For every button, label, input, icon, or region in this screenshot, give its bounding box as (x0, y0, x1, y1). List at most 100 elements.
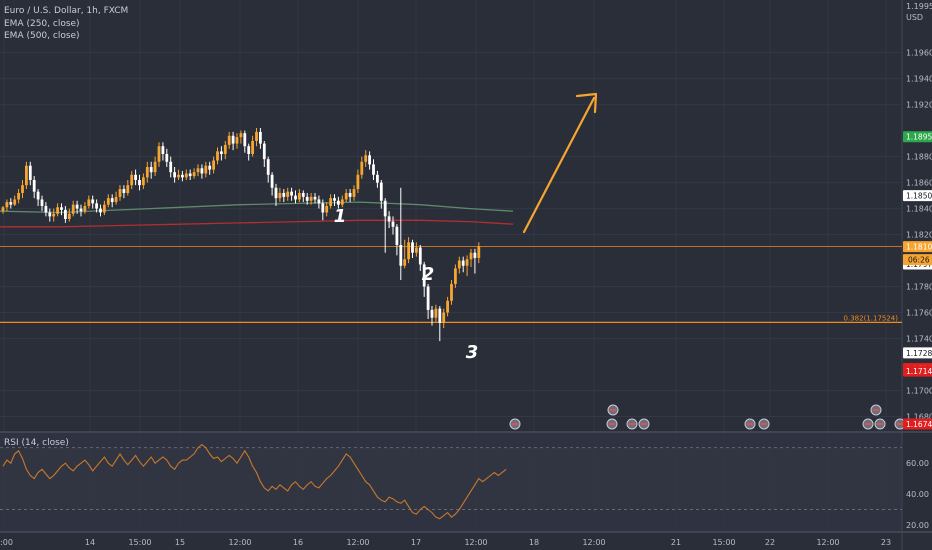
candle[interactable] (87, 195, 91, 209)
candle[interactable] (340, 195, 344, 208)
rsi-line[interactable] (2, 443, 507, 520)
candle[interactable] (321, 199, 325, 221)
candle[interactable] (407, 237, 410, 264)
candle[interactable] (118, 185, 122, 201)
candle[interactable] (188, 169, 192, 180)
price-marker[interactable]: 1.18953 (903, 131, 932, 143)
candle[interactable] (298, 189, 301, 203)
candle[interactable] (391, 216, 395, 235)
candle[interactable] (243, 130, 247, 153)
candle[interactable] (446, 296, 449, 317)
candle[interactable] (196, 164, 200, 177)
candle[interactable] (71, 200, 75, 217)
candle[interactable] (364, 150, 368, 167)
candle[interactable] (247, 143, 251, 161)
candle[interactable] (208, 161, 212, 175)
candle[interactable] (344, 189, 348, 203)
candle[interactable] (32, 176, 36, 199)
projection-arrow[interactable] (522, 92, 598, 234)
candle[interactable] (91, 195, 95, 209)
candle[interactable] (430, 306, 434, 326)
candle[interactable] (309, 192, 313, 205)
candle[interactable] (177, 169, 180, 180)
candle[interactable] (376, 170, 379, 188)
candle[interactable] (5, 199, 9, 212)
candle[interactable] (79, 204, 83, 217)
candle[interactable] (457, 256, 461, 274)
candle[interactable] (255, 128, 258, 147)
candle[interactable] (262, 141, 266, 167)
candle[interactable] (239, 130, 243, 144)
candle[interactable] (329, 194, 332, 209)
candle[interactable] (274, 183, 278, 206)
candle[interactable] (28, 161, 32, 186)
candle[interactable] (333, 194, 336, 206)
candle[interactable] (204, 161, 208, 178)
candle[interactable] (290, 187, 293, 201)
candle[interactable] (40, 195, 44, 212)
symbol-legend[interactable]: Euro / U.S. Dollar, 1h, FXCM (4, 6, 129, 16)
candle[interactable] (348, 189, 352, 203)
price-marker[interactable]: 1.17289 (903, 347, 932, 359)
candle[interactable] (220, 146, 223, 161)
candle[interactable] (114, 191, 118, 205)
candle[interactable] (301, 190, 305, 203)
candle[interactable] (134, 169, 137, 186)
candle[interactable] (317, 195, 321, 209)
candle[interactable] (461, 256, 465, 273)
candle[interactable] (360, 156, 364, 179)
candle[interactable] (184, 169, 188, 180)
candle[interactable] (169, 156, 173, 178)
candle[interactable] (352, 185, 356, 201)
candle[interactable] (403, 239, 407, 269)
candle[interactable] (9, 198, 13, 209)
candle[interactable] (223, 141, 227, 160)
price-marker[interactable]: 1.17149 (903, 365, 932, 377)
candle[interactable] (286, 187, 290, 201)
candle[interactable] (438, 306, 442, 342)
candle[interactable] (305, 192, 309, 205)
candle[interactable] (399, 187, 403, 281)
candle[interactable] (313, 192, 317, 204)
candle[interactable] (477, 242, 481, 264)
candle[interactable] (235, 133, 239, 149)
candle[interactable] (165, 148, 169, 167)
candle[interactable] (259, 128, 262, 149)
candle[interactable] (122, 185, 126, 199)
candle[interactable] (434, 304, 438, 322)
candle[interactable] (383, 198, 387, 253)
candle[interactable] (368, 151, 371, 170)
candle[interactable] (142, 173, 145, 190)
candle[interactable] (422, 261, 426, 297)
candle[interactable] (181, 170, 184, 182)
candle[interactable] (106, 194, 110, 208)
candle[interactable] (36, 189, 40, 206)
candle[interactable] (216, 147, 219, 165)
candle[interactable] (418, 244, 422, 271)
candle[interactable] (99, 204, 102, 217)
candle[interactable] (1, 205, 5, 214)
candle[interactable] (17, 189, 20, 204)
candle[interactable] (411, 239, 414, 258)
candle[interactable] (161, 142, 165, 161)
candle[interactable] (83, 202, 87, 214)
candle[interactable] (13, 195, 17, 206)
rsi-legend[interactable]: RSI (14, close) (4, 438, 69, 448)
candle[interactable] (473, 248, 477, 274)
candle[interactable] (44, 202, 48, 217)
candle[interactable] (67, 208, 71, 222)
candle[interactable] (372, 159, 375, 180)
candle[interactable] (465, 255, 469, 277)
candle[interactable] (60, 203, 63, 216)
candle[interactable] (469, 248, 473, 268)
ema250-line[interactable] (0, 201, 514, 214)
candle[interactable] (266, 156, 270, 183)
ema500-line[interactable] (0, 219, 514, 228)
candle[interactable] (278, 187, 282, 203)
candle[interactable] (454, 264, 457, 288)
candle[interactable] (387, 211, 391, 229)
candle[interactable] (21, 179, 24, 199)
candle[interactable] (450, 280, 453, 305)
candle[interactable] (130, 170, 134, 190)
